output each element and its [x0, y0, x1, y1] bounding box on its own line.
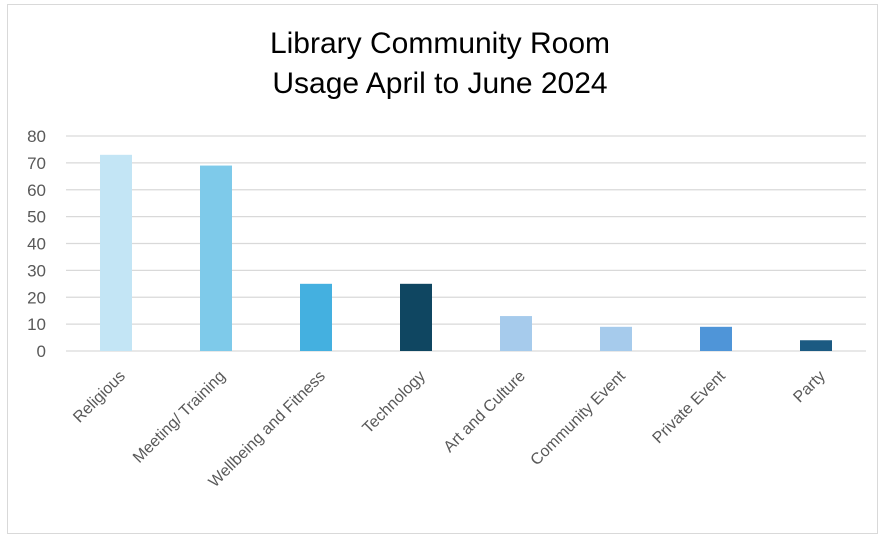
x-tick-label: Technology [360, 368, 429, 437]
y-tick-label: 20 [27, 288, 46, 307]
bar [400, 283, 432, 351]
y-tick-label: 0 [37, 342, 46, 361]
y-tick-label: 80 [27, 127, 46, 146]
chart-title: Library Community Room Usage April to Ju… [269, 27, 611, 100]
bar [600, 326, 632, 351]
x-tick-label: Art and Culture [441, 368, 529, 456]
x-tick-label: Religious [70, 368, 129, 427]
x-tick-label: Meeting/ Training [130, 368, 229, 467]
bar [300, 283, 332, 351]
y-tick-label: 60 [27, 181, 46, 200]
y-tick-label: 40 [27, 235, 46, 254]
x-tick-label: Community Event [528, 367, 630, 469]
y-tick-label: 30 [27, 261, 46, 280]
x-tick-label: Wellbeing and Fitness [206, 368, 329, 491]
bar [100, 154, 132, 351]
y-tick-label: 10 [27, 315, 46, 334]
y-tick-label: 70 [27, 154, 46, 173]
bar [800, 340, 832, 351]
bar [700, 326, 732, 351]
bar [500, 316, 532, 351]
bar [200, 165, 232, 351]
x-tick-label: Party [790, 368, 828, 406]
x-tick-label: Private Event [650, 367, 730, 447]
y-tick-label: 50 [27, 208, 46, 227]
chart-frame [7, 4, 878, 534]
